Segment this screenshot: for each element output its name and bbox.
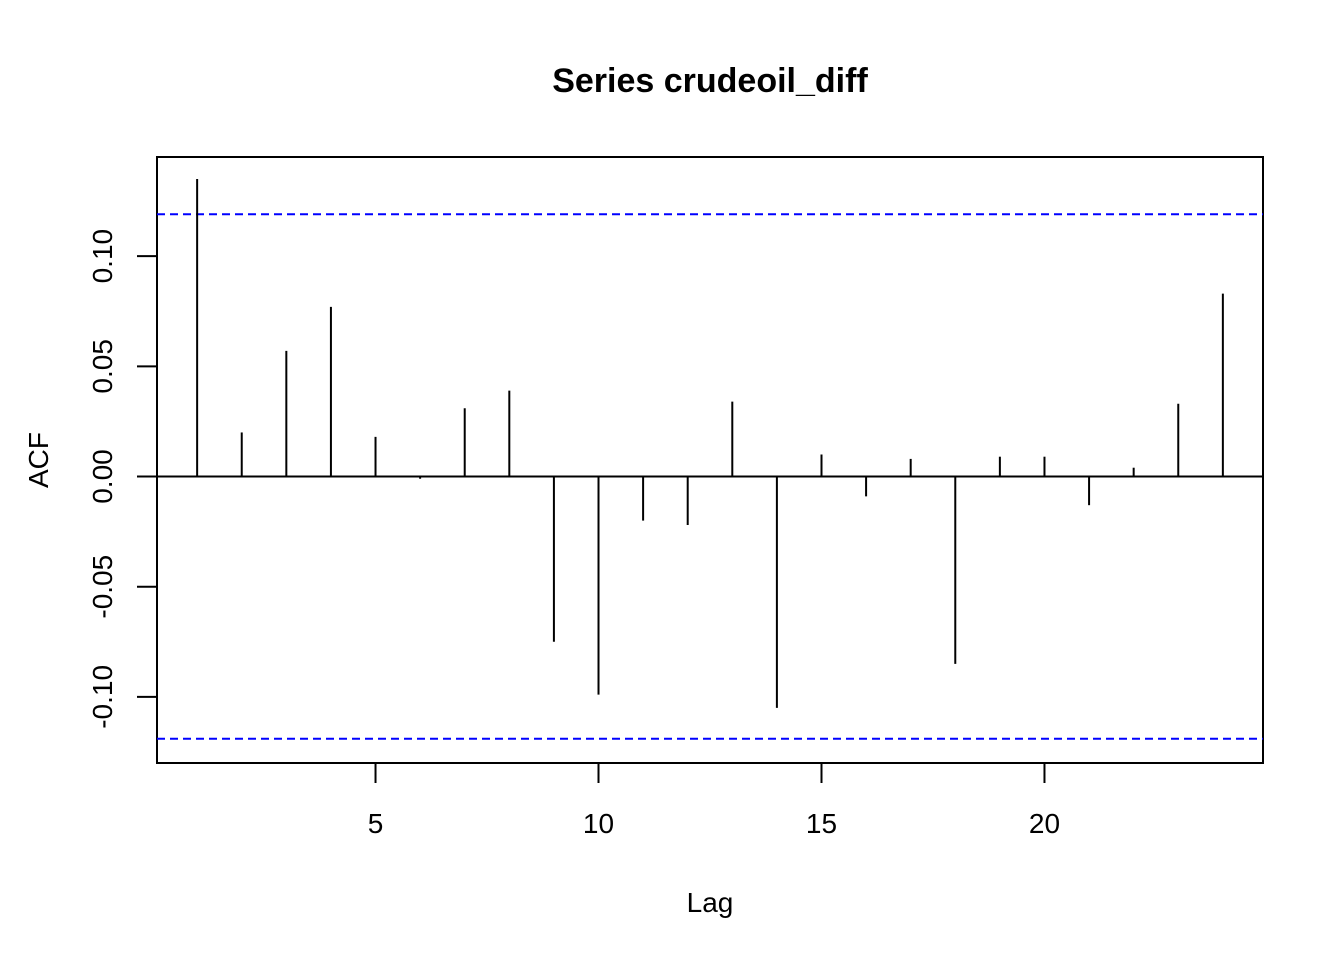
plot-frame [156,156,1264,764]
y-tick-label-4: 0.10 [87,229,118,284]
y-tick-label-0: -0.10 [87,665,118,729]
x-tick-label-15: 15 [806,808,837,839]
y-tick-label-2: 0.00 [87,449,118,504]
y-axis-label: ACF [23,432,54,488]
x-axis-label: Lag [687,887,734,918]
x-tick-label-10: 10 [583,808,614,839]
x-tick-label-20: 20 [1029,808,1060,839]
x-tick-label-5: 5 [368,808,384,839]
plot-area: 5 10 15 20 -0.10 -0.05 0.00 0.05 0.10 [87,156,1264,839]
y-tick-label-3: 0.05 [87,339,118,394]
chart-title: Series crudeoil_diff [552,62,868,100]
y-tick-label-1: -0.05 [87,555,118,619]
